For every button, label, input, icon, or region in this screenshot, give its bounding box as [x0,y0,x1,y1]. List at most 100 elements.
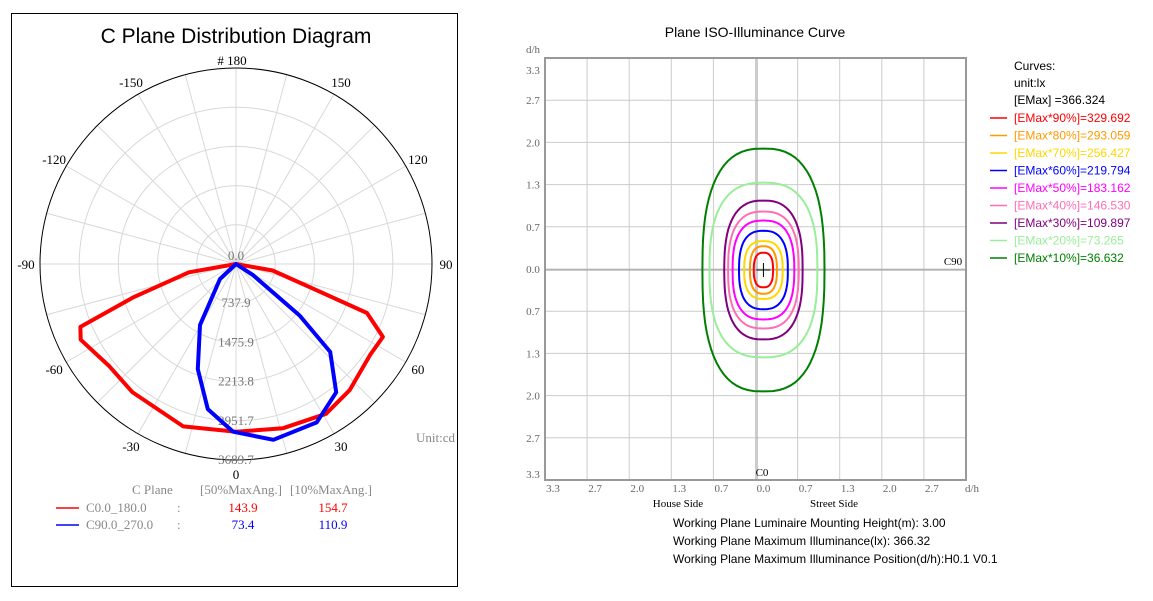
iso-contour [727,210,800,330]
x-tick-label: 0.0 [757,483,771,495]
polar-ring [117,145,355,383]
c0-label: C0 [756,467,769,479]
radial-tick-label: 2213.8 [218,374,254,389]
angle-tick-label: 150 [331,75,351,90]
polar-spoke [235,94,335,265]
legend-max10: 154.7 [318,500,348,515]
x-tick-label: 3.3 [546,483,560,495]
polar-spoke [66,165,237,265]
iso-title: Plane ISO-Illuminance Curve [665,24,846,40]
polar-spoke [46,263,237,316]
angle-tick-label: -150 [119,75,143,90]
legend-contour-label: [EMax*70%]=256.427 [1014,146,1131,160]
iso-contour [743,240,784,300]
x-tick-label: 1.3 [841,483,855,495]
polar-spoke [137,94,237,265]
legend-max50: 143.9 [228,500,257,515]
iso-contour [737,229,789,311]
legend-contour-label: [EMax*80%]=293.059 [1014,129,1131,143]
legend-unit: unit:lx [1014,76,1045,90]
y-tick-label: 2.7 [526,433,540,445]
x-tick-label: 2.0 [630,483,644,495]
legend-header-10: [10%MaxAng.] [290,482,372,497]
x-tick-label: 2.7 [925,483,939,495]
iso-contour [723,199,804,341]
legend-contour-label: [EMax*30%]=109.897 [1014,216,1131,230]
radial-tick-label: 737.9 [221,295,250,310]
y-tick-label: 0.7 [526,222,540,234]
y-tick-label: 1.3 [526,180,540,192]
polar-spoke [235,263,426,316]
polar-chart-panel [11,13,458,587]
legend-contour-label: [EMax*60%]=219.794 [1014,164,1131,178]
angle-tick-label: -90 [17,257,34,272]
polar-spoke [235,165,406,265]
iso-contour [752,251,775,289]
polar-spoke [235,263,406,363]
legend-emax: [EMax] =366.324 [1014,93,1105,107]
y-tick-label: 2.7 [526,95,540,107]
angle-tick-label: 60 [411,362,424,377]
y-tick-label: 1.3 [526,348,540,360]
iso-contour [701,147,826,393]
legend-header-plane: C Plane [132,482,173,497]
plot-frame [544,57,967,481]
angle-tick-label: -60 [45,362,62,377]
y-tick-label: 3.3 [526,469,540,481]
y-tick-label: 0.0 [526,264,540,276]
legend-sep: : [177,517,181,532]
polar-ring [78,106,394,422]
y-unit: d/h [526,44,541,56]
house-side-label: House Side [653,498,704,510]
max-position-marker [756,263,771,277]
polar-spoke [235,263,375,403]
legend-contour-label: [EMax*90%]=329.692 [1014,111,1131,125]
y-tick-label: 2.0 [526,137,540,149]
polar-spoke [235,125,375,265]
polar-spoke [184,263,237,454]
legend-max50: 73.4 [232,517,255,532]
angle-tick-label: # 180 [217,53,246,68]
street-side-label: Street Side [810,498,858,510]
footer-info: Working Plane Maximum Illuminance(lx): 3… [673,534,931,548]
legend-contour-label: [EMax*10%]=36.632 [1014,251,1124,265]
legend-max10: 110.9 [319,517,348,532]
x-tick-label: 0.7 [799,483,813,495]
polar-ring [196,224,276,304]
legend-series-name: C90.0_270.0 [86,517,153,532]
legend-contour-label: [EMax*50%]=183.162 [1014,181,1131,195]
radial-tick-label: 1475.9 [218,334,254,349]
legend-title: Curves: [1014,59,1055,73]
series-curve-C0.0_180.0 [78,262,385,434]
angle-tick-label: -30 [122,439,139,454]
angle-tick-label: 30 [335,439,348,454]
x-tick-label: 2.7 [588,483,602,495]
legend-contour-label: [EMax*40%]=146.530 [1014,199,1131,213]
polar-spoke [235,263,288,454]
polar-ring [157,185,315,343]
y-tick-label: 0.7 [526,306,540,318]
polar-ring [39,67,433,461]
legend-header-50: [50%MaxAng.] [200,482,282,497]
polar-spoke [97,263,237,403]
unit-label: Unit:cd [416,430,455,445]
radial-tick-label: 3689.7 [218,452,254,467]
polar-spoke [97,125,237,265]
radial-tick-label: 0.0 [228,248,244,263]
iso-contour [748,245,778,295]
polar-spoke [235,263,335,434]
x-tick-label: 2.0 [883,483,897,495]
legend-sep: : [177,500,181,515]
iso-contour [708,181,819,359]
y-tick-label: 3.3 [526,65,540,77]
angle-tick-label: 90 [440,257,453,272]
x-unit: d/h [965,483,980,495]
polar-spoke [184,74,237,265]
series-curve-C90.0_270.0 [195,262,339,442]
footer-info: Working Plane Maximum Illuminance Positi… [673,552,998,566]
x-tick-label: 0.7 [715,483,729,495]
angle-tick-label: -120 [42,152,66,167]
x-tick-label: 1.3 [672,483,686,495]
angle-tick-label: 0 [233,467,240,482]
